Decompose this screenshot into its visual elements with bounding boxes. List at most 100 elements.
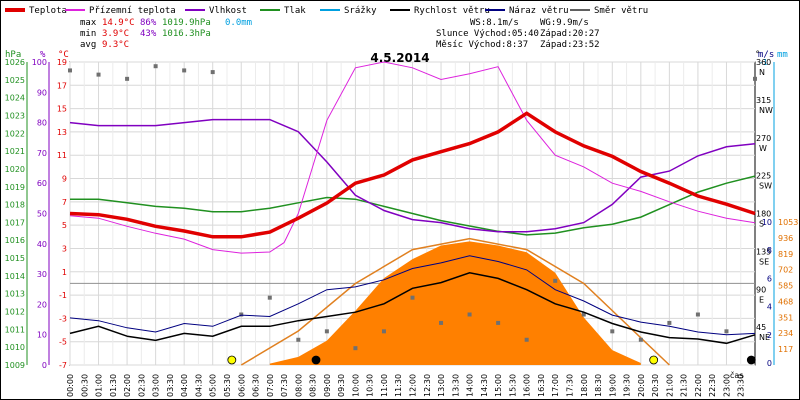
tick-dir: 90 xyxy=(756,285,766,294)
stats-press: 1019.9hPa xyxy=(162,18,211,28)
tick-time: 12:00 xyxy=(409,374,418,397)
legend-label: Vlhkost xyxy=(209,6,247,16)
tick-time: 05:00 xyxy=(209,374,218,397)
theoretical-radiation-line xyxy=(240,237,670,366)
sunrise-marker xyxy=(227,355,237,365)
stats-press: 1016.3hPa xyxy=(162,29,211,39)
wind-direction-point xyxy=(239,312,244,317)
stats-hum: 43% xyxy=(140,29,157,39)
tick-dir-name: SE xyxy=(759,257,769,266)
tick-time: 08:00 xyxy=(294,374,303,397)
tick-temp: 17 xyxy=(57,81,67,90)
tick-wm2: 585 xyxy=(778,282,793,291)
legend-label: Rychlost větru xyxy=(414,6,490,16)
tick-time: 18:30 xyxy=(594,374,603,397)
tick-time: 19:30 xyxy=(623,374,632,397)
tick-pct: 90 xyxy=(37,88,47,97)
legend-label: Srážky xyxy=(344,6,377,16)
temperature-line xyxy=(69,111,756,239)
tick-pct: 20 xyxy=(37,300,47,309)
wind-direction-point xyxy=(324,329,329,334)
ground-temperature-line xyxy=(69,61,756,254)
tick-wm2: 819 xyxy=(778,250,793,259)
tick-ms: 6 xyxy=(767,274,772,283)
tick-hpa: 1023 xyxy=(5,111,25,120)
tick-time: 14:00 xyxy=(466,374,475,397)
info-moon: Měsíc Východ:8:37 xyxy=(436,40,528,50)
tick-time: 07:00 xyxy=(266,374,275,397)
tick-time: 17:00 xyxy=(551,374,560,397)
tick-hpa: 1020 xyxy=(5,165,25,174)
tick-time: 13:00 xyxy=(437,374,446,397)
wind-direction-point xyxy=(753,76,757,81)
legend-label: Tlak xyxy=(284,6,306,16)
tick-hpa: 1018 xyxy=(5,201,25,210)
tick-temp: -7 xyxy=(59,361,67,370)
moonrise-marker xyxy=(311,355,321,365)
tick-dir: 315 xyxy=(756,96,771,105)
wind-direction-point xyxy=(467,312,472,317)
tick-time: 11:00 xyxy=(380,374,389,397)
tick-time: 01:30 xyxy=(109,374,118,397)
tick-time: 22:00 xyxy=(694,374,703,397)
tick-dir: 360 xyxy=(756,58,771,67)
stats-rain: 0.0mm xyxy=(225,18,252,28)
info-wg: WG:9.9m/s xyxy=(540,18,589,28)
tick-pct: 80 xyxy=(37,119,47,128)
tick-dir: 135 xyxy=(756,247,771,256)
tick-ms: 8 xyxy=(767,246,772,255)
tick-dir: 45 xyxy=(756,323,766,332)
tick-time: 10:00 xyxy=(351,374,360,397)
wind-direction-point xyxy=(182,68,187,73)
tick-dir-name: W xyxy=(759,144,767,153)
tick-time: 06:30 xyxy=(252,374,261,397)
tick-time: 13:30 xyxy=(451,374,460,397)
axis-deg-title: ° xyxy=(755,50,760,60)
legend-label: Přízemní teplota xyxy=(89,6,176,16)
stats-box: max 14.9°C 86% 1019.9hPa 0.0mm min 3.9°C 43% 101… xyxy=(80,18,600,50)
tick-time: 16:30 xyxy=(537,374,546,397)
tick-time: 11:30 xyxy=(394,374,403,397)
stats-temp: 3.9°C xyxy=(102,29,129,39)
series-layer xyxy=(68,61,757,366)
axes: hPa% °C1026102510241023102210211020101910… xyxy=(5,50,799,397)
tick-ms: 4 xyxy=(767,303,772,312)
wind-direction-point xyxy=(96,72,101,77)
tick-time: 17:30 xyxy=(565,374,574,397)
tick-pct: 60 xyxy=(37,179,47,188)
tick-pct: 40 xyxy=(37,240,47,249)
legend-label: Náraz větru xyxy=(509,6,569,16)
humidity-line xyxy=(69,118,756,233)
stats-hum: 86% xyxy=(140,18,157,28)
tick-time: 10:30 xyxy=(366,374,375,397)
tick-temp: 5 xyxy=(62,221,67,230)
wind-direction-point xyxy=(381,329,386,334)
tick-time: 03:00 xyxy=(152,374,161,397)
tick-dir: 270 xyxy=(756,134,771,143)
legend-label: Teplota xyxy=(29,6,67,16)
tick-dir: 180 xyxy=(756,210,771,219)
wind-direction-point xyxy=(695,312,700,317)
tick-pct: 30 xyxy=(37,270,47,279)
tick-dir-name: NW xyxy=(759,106,773,115)
tick-time: 20:00 xyxy=(637,374,646,397)
tick-dir: 225 xyxy=(756,172,771,181)
tick-time: 02:30 xyxy=(137,374,146,397)
tick-hpa: 1022 xyxy=(5,129,25,138)
chart-title: 4.5.2014 xyxy=(370,51,429,65)
tick-temp: -3 xyxy=(59,314,67,323)
tick-time: 02:00 xyxy=(123,374,132,397)
stats-label: max xyxy=(80,18,97,28)
tick-pct: 100 xyxy=(32,58,47,67)
wind-direction-point xyxy=(439,320,444,325)
tick-pct: 70 xyxy=(37,149,47,158)
stats-temp: 9.3°C xyxy=(102,40,129,50)
sunset-marker xyxy=(649,355,659,365)
tick-dir-name: E xyxy=(759,295,764,304)
tick-temp: 15 xyxy=(57,105,67,114)
axis-ms-title: m/s xyxy=(758,50,774,60)
axis-mm-title: mm xyxy=(777,50,788,60)
tick-hpa: 1019 xyxy=(5,183,25,192)
info-sun: Slunce Východ:05:40 xyxy=(436,29,539,39)
